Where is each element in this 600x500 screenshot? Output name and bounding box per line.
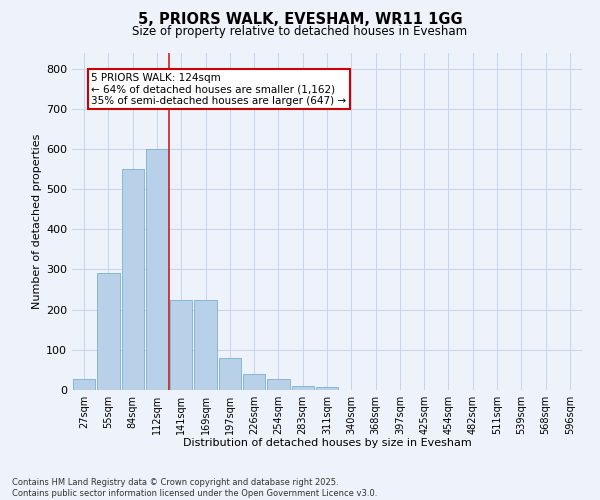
Bar — [292, 386, 314, 390]
Bar — [316, 387, 338, 390]
Bar — [73, 379, 95, 390]
Bar — [122, 169, 144, 390]
Y-axis label: Number of detached properties: Number of detached properties — [32, 134, 42, 309]
Text: Size of property relative to detached houses in Evesham: Size of property relative to detached ho… — [133, 25, 467, 38]
Text: 5 PRIORS WALK: 124sqm
← 64% of detached houses are smaller (1,162)
35% of semi-d: 5 PRIORS WALK: 124sqm ← 64% of detached … — [91, 72, 347, 106]
X-axis label: Distribution of detached houses by size in Evesham: Distribution of detached houses by size … — [182, 438, 472, 448]
Bar — [218, 358, 241, 390]
Text: 5, PRIORS WALK, EVESHAM, WR11 1GG: 5, PRIORS WALK, EVESHAM, WR11 1GG — [137, 12, 463, 28]
Bar — [194, 300, 217, 390]
Bar — [267, 379, 290, 390]
Text: Contains HM Land Registry data © Crown copyright and database right 2025.
Contai: Contains HM Land Registry data © Crown c… — [12, 478, 377, 498]
Bar — [97, 274, 119, 390]
Bar — [170, 300, 193, 390]
Bar — [243, 374, 265, 390]
Bar — [146, 149, 168, 390]
